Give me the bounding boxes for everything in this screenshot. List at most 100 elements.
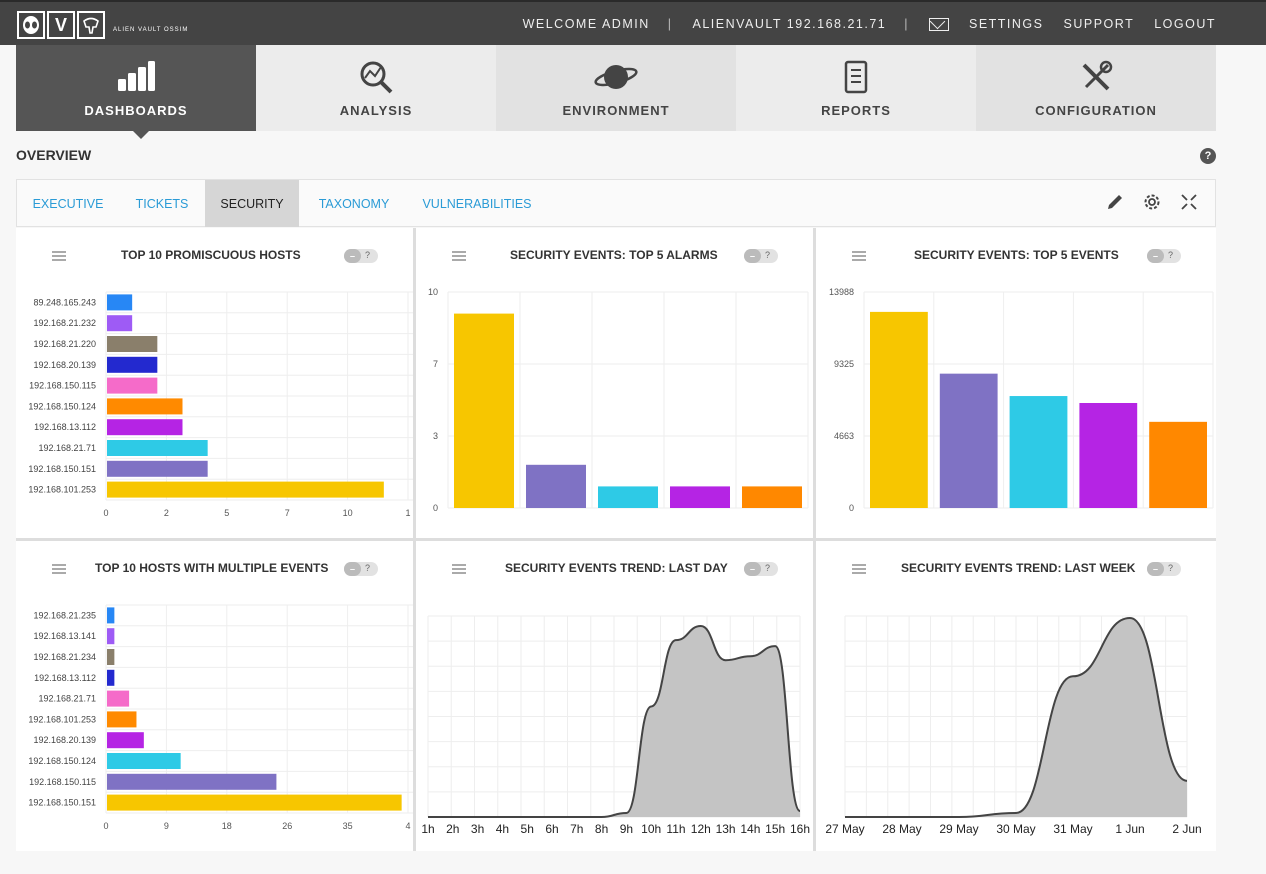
- x-tick-label: 14h: [740, 822, 760, 836]
- y-tick-label: 192.168.150.124: [28, 401, 96, 411]
- y-tick-label: 3: [433, 431, 438, 441]
- bar: [107, 419, 183, 436]
- y-tick-label: 192.168.13.141: [33, 631, 96, 641]
- widget-top-promiscuous-hosts: TOP 10 PROMISCUOUS HOSTS –? 0 2 5 7 10 1 89.24…: [16, 228, 413, 538]
- minimize-icon[interactable]: –: [744, 562, 761, 576]
- widget-help-icon[interactable]: ?: [365, 563, 371, 573]
- bar: [526, 464, 586, 508]
- nav-configuration[interactable]: CONFIGURATION: [976, 45, 1216, 131]
- x-tick-label: 4h: [496, 822, 509, 836]
- tab-taxonomy[interactable]: TAXONOMY: [318, 197, 390, 211]
- widget-help-icon[interactable]: ?: [765, 250, 771, 260]
- x-tick-label: 35: [343, 821, 353, 831]
- nav-label: REPORTS: [821, 103, 891, 118]
- nav-analysis[interactable]: ANALYSIS: [256, 45, 496, 131]
- bar: [107, 711, 137, 728]
- minimize-icon[interactable]: –: [344, 249, 361, 263]
- help-icon[interactable]: ?: [1200, 148, 1216, 164]
- widget-trend-last-day: SECURITY EVENTS TREND: LAST DAY –? 1h 2h 3…: [416, 541, 813, 851]
- widget-menu-icon[interactable]: [852, 564, 866, 574]
- minimize-icon[interactable]: –: [1147, 562, 1164, 576]
- tab-security[interactable]: SECURITY: [205, 180, 299, 227]
- tab-tickets[interactable]: TICKETS: [135, 197, 189, 211]
- y-tick-label: 192.168.150.115: [29, 381, 96, 391]
- widget-controls[interactable]: –?: [744, 562, 778, 576]
- y-tick-label: 13988: [829, 287, 854, 297]
- x-tick-label: 10h: [641, 822, 661, 836]
- x-tick-label: 5h: [521, 822, 534, 836]
- minimize-icon[interactable]: –: [1147, 249, 1164, 263]
- widget-controls[interactable]: –?: [344, 562, 378, 576]
- y-tick-label: 192.168.20.139: [33, 735, 96, 745]
- bar: [107, 669, 115, 686]
- welcome-text: WELCOME ADMIN: [522, 17, 650, 31]
- bar: [107, 732, 144, 749]
- area-fill: [428, 626, 800, 817]
- widget-help-icon[interactable]: ?: [1168, 563, 1174, 573]
- bar: [107, 377, 158, 394]
- y-tick-label: 89.248.165.243: [33, 297, 96, 307]
- dashboard-tabs: EXECUTIVE TICKETS SECURITY TAXONOMY VULN…: [16, 179, 1216, 227]
- nav-environment[interactable]: ENVIRONMENT: [496, 45, 736, 131]
- y-tick-label: 192.168.150.115: [29, 777, 96, 787]
- tab-executive[interactable]: EXECUTIVE: [32, 197, 104, 211]
- pencil-icon[interactable]: [1105, 192, 1125, 212]
- bar: [107, 481, 384, 498]
- y-tick-label: 7: [433, 359, 438, 369]
- widget-hosts-multiple-events: TOP 10 HOSTS WITH MULTIPLE EVENTS –? 0 9 1…: [16, 541, 413, 851]
- tab-vulnerabilities[interactable]: VULNERABILITIES: [422, 197, 532, 211]
- widget-help-icon[interactable]: ?: [1168, 250, 1174, 260]
- widget-menu-icon[interactable]: [452, 251, 466, 261]
- gear-icon[interactable]: [1142, 192, 1162, 212]
- planet-icon: [594, 65, 638, 89]
- area-fill: [845, 618, 1187, 817]
- bar: [107, 440, 208, 456]
- widget-title: TOP 10 HOSTS WITH MULTIPLE EVENTS: [95, 561, 329, 575]
- bar: [454, 313, 514, 508]
- x-tick-label: 9h: [620, 822, 633, 836]
- x-tick-label: 28 May: [882, 822, 921, 836]
- y-tick-label: 192.168.21.235: [33, 610, 96, 620]
- widget-menu-icon[interactable]: [52, 251, 66, 261]
- x-tick-label: 8h: [595, 822, 608, 836]
- y-tick-label: 0: [433, 503, 438, 513]
- top-bar: V ALIEN VAULT OSSIM WELCOME ADMIN | ALIE…: [0, 0, 1266, 45]
- widget-menu-icon[interactable]: [852, 251, 866, 261]
- bar: [939, 373, 998, 508]
- widget-controls[interactable]: –?: [1147, 562, 1181, 576]
- y-tick-label: 192.168.150.151: [28, 464, 96, 474]
- x-tick-label: 1 Jun: [1115, 822, 1144, 836]
- x-tick-label: 0: [103, 508, 108, 518]
- series-line: [845, 617, 1188, 818]
- minimize-icon[interactable]: –: [744, 249, 761, 263]
- nav-dashboards[interactable]: DASHBOARDS: [16, 45, 256, 139]
- bar: [1009, 396, 1068, 508]
- logout-link[interactable]: LOGOUT: [1154, 17, 1216, 31]
- settings-link[interactable]: SETTINGS: [968, 17, 1044, 31]
- bar: [670, 486, 730, 508]
- x-tick-label: 3h: [471, 822, 484, 836]
- widget-menu-icon[interactable]: [452, 564, 466, 574]
- nav-reports[interactable]: REPORTS: [736, 45, 976, 131]
- widget-help-icon[interactable]: ?: [365, 250, 371, 260]
- y-tick-label: 192.168.150.151: [28, 798, 96, 808]
- support-link[interactable]: SUPPORT: [1063, 17, 1135, 31]
- widget-controls[interactable]: –?: [1147, 249, 1181, 263]
- widget-menu-icon[interactable]: [52, 564, 66, 574]
- bar: [107, 690, 130, 707]
- logo-v-icon: V: [47, 11, 75, 39]
- widget-controls[interactable]: –?: [744, 249, 778, 263]
- minimize-icon[interactable]: –: [344, 562, 361, 576]
- alienvault-logo[interactable]: V ALIEN VAULT OSSIM: [17, 11, 188, 39]
- fullscreen-icon[interactable]: [1179, 192, 1199, 212]
- chart-top-promiscuous-hosts: 0 2 5 7 10 1 89.248.165.243 192.168.21.232 192.1…: [28, 291, 413, 518]
- widget-help-icon[interactable]: ?: [765, 563, 771, 573]
- top-navigation: WELCOME ADMIN | ALIENVAULT 192.168.21.71…: [522, 17, 1216, 31]
- logo-alien-icon: [17, 11, 45, 39]
- x-tick-label: 4: [405, 821, 410, 831]
- mail-icon[interactable]: [928, 17, 949, 31]
- host-link[interactable]: ALIENVAULT 192.168.21.71: [692, 17, 887, 31]
- widget-controls[interactable]: –?: [344, 249, 378, 263]
- bar: [598, 486, 658, 508]
- tools-icon: [1082, 60, 1113, 91]
